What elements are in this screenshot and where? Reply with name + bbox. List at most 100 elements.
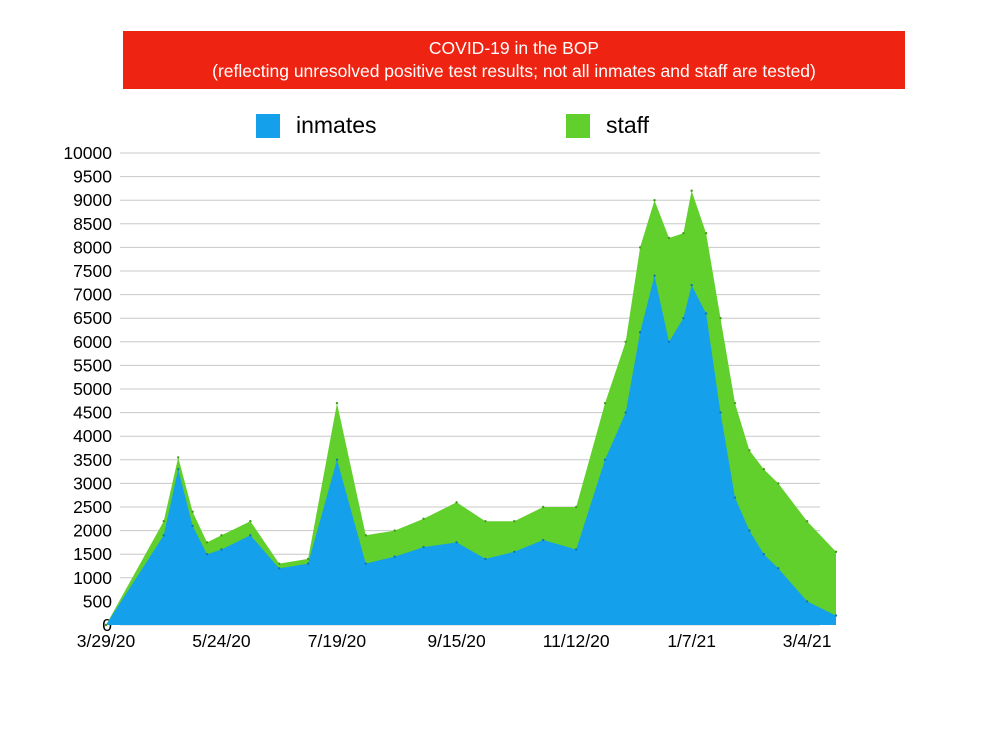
point-staff <box>667 236 671 240</box>
point-inmates <box>205 553 209 556</box>
y-tick-label: 4000 <box>73 426 112 446</box>
point-staff <box>306 557 310 561</box>
legend-swatch-inmates <box>256 113 280 138</box>
point-staff <box>205 541 209 544</box>
point-inmates <box>719 411 722 414</box>
point-staff <box>191 510 194 513</box>
y-tick-label: 8000 <box>73 237 112 257</box>
point-inmates <box>249 534 252 537</box>
point-staff <box>805 519 809 523</box>
point-inmates <box>220 548 223 551</box>
y-tick-label: 1500 <box>73 544 112 564</box>
y-tick-label: 7500 <box>73 261 112 281</box>
point-inmates <box>748 529 751 532</box>
chart-series <box>104 189 838 627</box>
point-inmates <box>638 331 642 334</box>
point-inmates <box>574 548 578 551</box>
chart-subtitle: (reflecting unresolved positive test res… <box>212 61 816 81</box>
y-tick-label: 6000 <box>73 332 112 352</box>
point-inmates <box>191 524 194 528</box>
y-tick-label: 3000 <box>73 473 112 493</box>
x-tick-label: 3/4/21 <box>783 631 832 651</box>
y-tick-label: 500 <box>83 591 112 611</box>
point-staff <box>704 232 708 235</box>
point-inmates <box>624 411 627 414</box>
point-inmates <box>455 541 458 544</box>
point-inmates <box>306 562 310 565</box>
point-staff <box>624 340 627 343</box>
point-inmates <box>176 468 180 471</box>
point-staff <box>748 449 751 452</box>
y-tick-label: 3500 <box>73 450 112 470</box>
legend-swatch-staff <box>566 113 590 138</box>
point-inmates <box>667 340 671 343</box>
point-staff <box>455 501 458 504</box>
point-staff <box>719 317 722 320</box>
x-tick-label: 1/7/21 <box>667 631 716 651</box>
x-tick-label: 11/12/20 <box>543 631 610 651</box>
point-inmates <box>162 534 165 537</box>
point-inmates <box>278 567 281 570</box>
y-tick-label: 9000 <box>73 190 112 210</box>
point-staff <box>393 529 396 532</box>
point-staff <box>176 456 180 459</box>
point-inmates <box>682 317 685 320</box>
point-inmates <box>733 496 737 499</box>
point-staff <box>335 401 339 405</box>
x-tick-label: 3/29/20 <box>77 631 136 651</box>
x-tick-label: 9/15/20 <box>427 631 486 651</box>
point-inmates <box>653 274 656 277</box>
y-tick-label: 5500 <box>73 355 112 375</box>
x-tick-label: 7/19/20 <box>308 631 367 651</box>
point-inmates <box>393 555 396 558</box>
point-staff <box>541 505 545 509</box>
point-staff <box>733 401 737 405</box>
legend-label-staff: staff <box>606 112 650 138</box>
point-inmates <box>603 458 607 461</box>
point-staff <box>574 505 578 509</box>
y-tick-label: 9500 <box>73 167 112 187</box>
legend-item-staff: staff <box>566 112 649 139</box>
y-tick-label: 5000 <box>73 379 112 399</box>
point-staff <box>364 534 368 537</box>
y-tick-label: 2500 <box>73 497 112 517</box>
y-tick-label: 8500 <box>73 214 112 234</box>
point-staff <box>682 232 685 235</box>
point-staff <box>653 199 656 202</box>
point-staff <box>834 550 838 554</box>
point-inmates <box>805 600 809 603</box>
point-staff <box>278 562 281 565</box>
point-staff <box>777 482 780 485</box>
point-inmates <box>422 545 425 549</box>
point-inmates <box>541 538 545 542</box>
x-axis-ticks: 3/29/20 5/24/20 7/19/20 9/15/20 11/12/20 1/7/… <box>77 631 832 651</box>
point-staff <box>762 468 766 471</box>
point-staff <box>638 246 642 249</box>
point-staff <box>603 401 607 405</box>
chart-title: COVID-19 in the BOP <box>428 38 600 58</box>
point-inmates <box>704 312 708 315</box>
point-staff <box>422 517 425 520</box>
point-inmates <box>834 614 838 617</box>
point-staff <box>162 519 165 523</box>
point-staff <box>249 519 252 523</box>
x-tick-label: 5/24/20 <box>192 631 251 651</box>
point-inmates <box>513 550 516 554</box>
point-staff <box>513 519 516 523</box>
legend-label-inmates: inmates <box>296 112 377 138</box>
point-staff <box>104 623 108 627</box>
y-tick-label: 2000 <box>73 521 112 541</box>
y-tick-label: 7000 <box>73 285 112 305</box>
point-inmates <box>364 562 368 565</box>
y-tick-label: 1000 <box>73 568 112 588</box>
legend-item-inmates: inmates <box>256 112 377 139</box>
point-inmates <box>335 458 339 461</box>
y-axis-ticks: 0500100015002000250030003500400045005000… <box>63 143 112 635</box>
y-tick-label: 4500 <box>73 403 112 423</box>
point-inmates <box>484 557 487 561</box>
y-tick-label: 6500 <box>73 308 112 328</box>
point-staff <box>484 519 487 523</box>
point-inmates <box>762 553 766 556</box>
point-inmates <box>777 567 780 570</box>
